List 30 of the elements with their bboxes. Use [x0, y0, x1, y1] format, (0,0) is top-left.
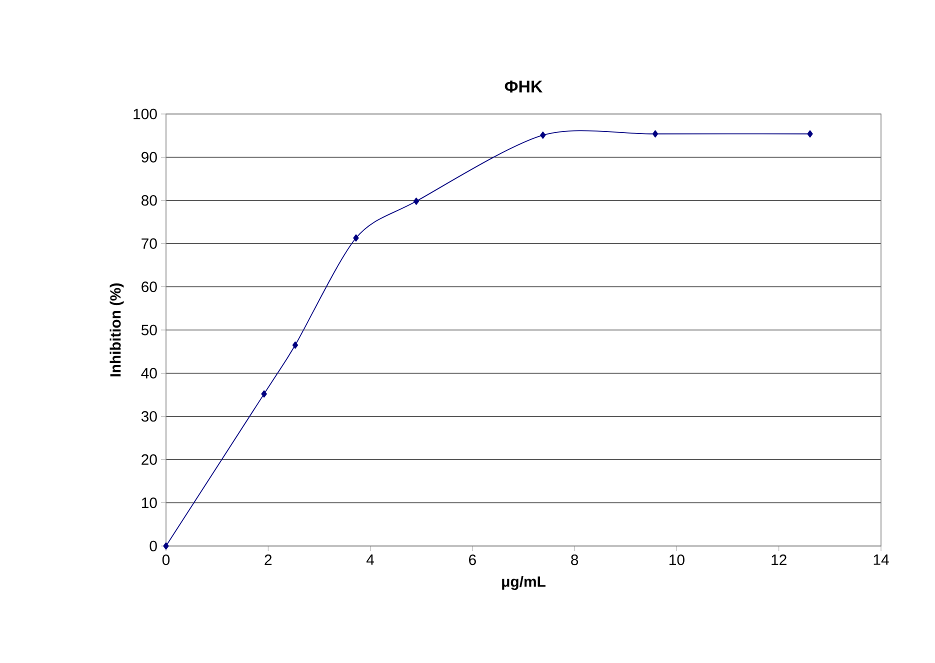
y-tick-label: 10 — [142, 498, 157, 508]
y-tick-label: 20 — [142, 454, 157, 465]
y-tick-label: 70 — [142, 238, 157, 249]
x-tick-label: 4 — [366, 554, 374, 565]
y-tick-label: 50 — [141, 324, 157, 336]
point — [413, 198, 420, 205]
point — [807, 130, 813, 138]
y-tick-label: 90 — [142, 152, 157, 162]
x-tick-label: 14 — [874, 554, 889, 565]
y-tick-label: 100 — [134, 108, 157, 120]
chart-title: ΦHK — [504, 80, 543, 92]
x-axis-title: μg/mL — [502, 576, 546, 590]
point — [353, 234, 359, 242]
point — [292, 341, 298, 349]
point — [163, 542, 169, 550]
y-axis-title: Inhibition (%) — [110, 283, 124, 376]
point — [652, 130, 658, 138]
x-tick-label: 6 — [469, 554, 476, 566]
y-tick-label: 40 — [141, 368, 157, 378]
y-tick-label: 0 — [150, 540, 157, 552]
x-tick-label: 10 — [670, 554, 684, 566]
y-tick-label: 30 — [141, 411, 157, 422]
x-tick-label: 12 — [772, 554, 786, 565]
point — [540, 132, 546, 139]
x-tick-label: 8 — [571, 554, 578, 566]
point — [261, 390, 267, 398]
x-tick-label: 2 — [264, 554, 272, 565]
x-tick-label: 0 — [162, 554, 170, 566]
y-tick-label: 80 — [142, 195, 157, 206]
y-tick-label: 60 — [142, 282, 157, 292]
